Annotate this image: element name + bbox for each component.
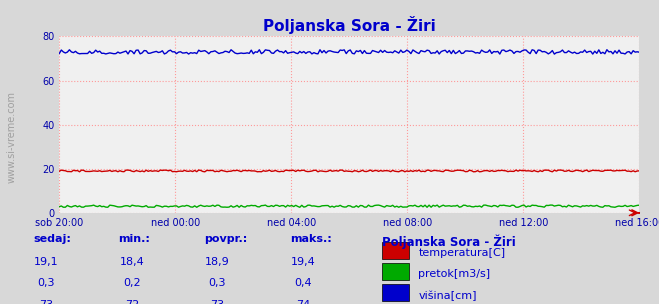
Text: 72: 72	[125, 300, 139, 304]
Text: 0,3: 0,3	[209, 278, 226, 288]
FancyBboxPatch shape	[382, 242, 409, 259]
Text: sedaj:: sedaj:	[33, 234, 71, 244]
Text: 19,4: 19,4	[291, 257, 316, 267]
Text: 73: 73	[39, 300, 53, 304]
Text: 19,1: 19,1	[34, 257, 59, 267]
Text: 73: 73	[210, 300, 225, 304]
FancyBboxPatch shape	[382, 263, 409, 280]
FancyBboxPatch shape	[382, 285, 409, 302]
Text: pretok[m3/s]: pretok[m3/s]	[418, 269, 490, 279]
Text: 18,9: 18,9	[205, 257, 230, 267]
Text: 0,4: 0,4	[295, 278, 312, 288]
Text: www.si-vreme.com: www.si-vreme.com	[7, 91, 16, 183]
Text: Poljanska Sora - Žiri: Poljanska Sora - Žiri	[382, 234, 516, 249]
Text: 0,2: 0,2	[123, 278, 140, 288]
Text: 74: 74	[296, 300, 310, 304]
Title: Poljanska Sora - Žiri: Poljanska Sora - Žiri	[263, 16, 436, 34]
Text: 0,3: 0,3	[38, 278, 55, 288]
Text: povpr.:: povpr.:	[204, 234, 248, 244]
Text: maks.:: maks.:	[290, 234, 331, 244]
Text: temperatura[C]: temperatura[C]	[418, 248, 505, 258]
Text: min.:: min.:	[119, 234, 150, 244]
Text: 18,4: 18,4	[119, 257, 144, 267]
Text: višina[cm]: višina[cm]	[418, 290, 477, 301]
